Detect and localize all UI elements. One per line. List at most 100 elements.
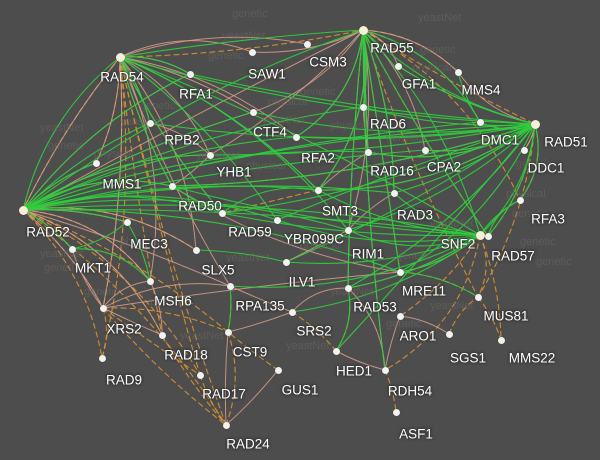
node-rad17[interactable] xyxy=(196,371,204,379)
edge-yeastnet xyxy=(119,56,173,187)
edge-yeastnet xyxy=(171,185,223,214)
edge-genetic xyxy=(477,123,536,298)
edge-yeastnet xyxy=(22,111,254,211)
node-dmc1[interactable] xyxy=(476,118,484,126)
edge-genetic xyxy=(102,307,201,376)
edge-yeastnet xyxy=(209,123,536,156)
node-rad59[interactable] xyxy=(218,209,226,217)
edge-physical xyxy=(22,209,104,309)
edge-genetic xyxy=(477,234,487,298)
node-ybr099c[interactable] xyxy=(273,216,281,224)
node-rad50[interactable] xyxy=(168,182,176,190)
edge-physical xyxy=(362,29,459,73)
edge-genetic xyxy=(161,334,227,426)
edge-yeastnet xyxy=(119,56,536,125)
node-rad54[interactable] xyxy=(115,52,125,62)
node-rfa3[interactable] xyxy=(516,196,524,204)
node-msh6[interactable] xyxy=(146,277,154,285)
node-rad3[interactable] xyxy=(390,189,398,197)
node-mec3[interactable] xyxy=(123,218,131,226)
node-mms4[interactable] xyxy=(454,68,462,76)
edge-genetic xyxy=(101,56,127,359)
edge-yeastnet xyxy=(457,71,481,123)
node-yhb1[interactable] xyxy=(206,151,214,159)
node-rad55[interactable] xyxy=(358,25,368,35)
node-rad52[interactable] xyxy=(18,205,28,215)
node-slx5[interactable] xyxy=(192,246,200,254)
node-rad24[interactable] xyxy=(222,421,230,429)
node-gus1[interactable] xyxy=(274,366,282,374)
node-ilv1[interactable] xyxy=(282,258,290,266)
edge-yeastnet xyxy=(285,234,481,264)
edge-yeastnet xyxy=(149,122,536,139)
edge-yeastnet xyxy=(22,208,481,236)
edge-yeastnet xyxy=(362,29,481,236)
node-aro1[interactable] xyxy=(396,312,404,320)
node-rad16[interactable] xyxy=(364,148,372,156)
edge-physical xyxy=(252,29,364,113)
edge-yeastnet xyxy=(119,56,481,236)
edge-physical xyxy=(119,56,197,251)
edge-yeastnet xyxy=(317,189,481,236)
edge-yeastnet xyxy=(22,162,97,211)
edge-physical xyxy=(251,29,364,53)
edge-yeastnet xyxy=(22,106,364,211)
edge-yeastnet xyxy=(22,199,349,231)
edge-yeastnet xyxy=(195,249,287,263)
node-rad57[interactable] xyxy=(484,232,492,240)
node-snf2[interactable] xyxy=(475,230,485,240)
node-mms1[interactable] xyxy=(92,159,100,167)
node-mus81[interactable] xyxy=(474,293,482,301)
edge-genetic xyxy=(477,296,502,341)
node-rpa135[interactable] xyxy=(226,282,234,290)
edge-genetic xyxy=(119,56,227,426)
edge-yeastnet xyxy=(424,123,536,152)
edge-physical xyxy=(229,285,293,313)
edge-yeastnet xyxy=(487,199,521,237)
edge-physical xyxy=(224,331,229,426)
edge-yeastnet xyxy=(22,73,191,211)
node-gfa1[interactable] xyxy=(394,62,402,70)
edge-yeastnet xyxy=(335,123,536,352)
edge-yeastnet xyxy=(393,123,536,194)
node-rfa2[interactable] xyxy=(292,133,300,141)
node-rad18[interactable] xyxy=(158,331,166,339)
edge-physical xyxy=(102,307,163,336)
node-cst9[interactable] xyxy=(224,328,232,336)
edge-yeastnet xyxy=(479,123,536,236)
edge-yeastnet xyxy=(362,29,481,123)
node-smt3[interactable] xyxy=(314,186,322,194)
edge-physical xyxy=(22,209,163,336)
edge-genetic xyxy=(221,189,319,214)
edge-physical xyxy=(149,122,211,156)
edge-genetic xyxy=(362,29,536,125)
node-mms22[interactable] xyxy=(497,336,505,344)
edge-genetic xyxy=(119,56,201,376)
edge-physical xyxy=(149,280,163,336)
node-sgs1[interactable] xyxy=(445,330,453,338)
edge-genetic xyxy=(362,29,459,73)
node-saw1[interactable] xyxy=(248,48,256,56)
node-ctf4[interactable] xyxy=(249,108,257,116)
node-srs2[interactable] xyxy=(288,308,296,316)
node-cpa2[interactable] xyxy=(421,146,429,154)
node-rad9[interactable] xyxy=(98,354,106,362)
node-xrs2[interactable] xyxy=(99,304,107,312)
node-mkt1[interactable] xyxy=(68,245,76,253)
edge-yeastnet xyxy=(171,185,481,236)
node-ddc1[interactable] xyxy=(520,146,528,154)
node-rfa1[interactable] xyxy=(186,70,194,78)
node-rad6[interactable] xyxy=(359,103,367,111)
node-rpb2[interactable] xyxy=(146,119,154,127)
node-rad53[interactable] xyxy=(344,284,352,292)
node-mre11[interactable] xyxy=(396,268,404,276)
node-rim1[interactable] xyxy=(344,226,352,234)
node-csm3[interactable] xyxy=(303,40,311,48)
edge-genetic xyxy=(22,209,103,359)
node-rdh54[interactable] xyxy=(381,366,389,374)
node-asf1[interactable] xyxy=(392,408,400,416)
node-hed1[interactable] xyxy=(332,347,340,355)
edge-genetic xyxy=(225,331,236,426)
node-rad51[interactable] xyxy=(530,119,540,129)
